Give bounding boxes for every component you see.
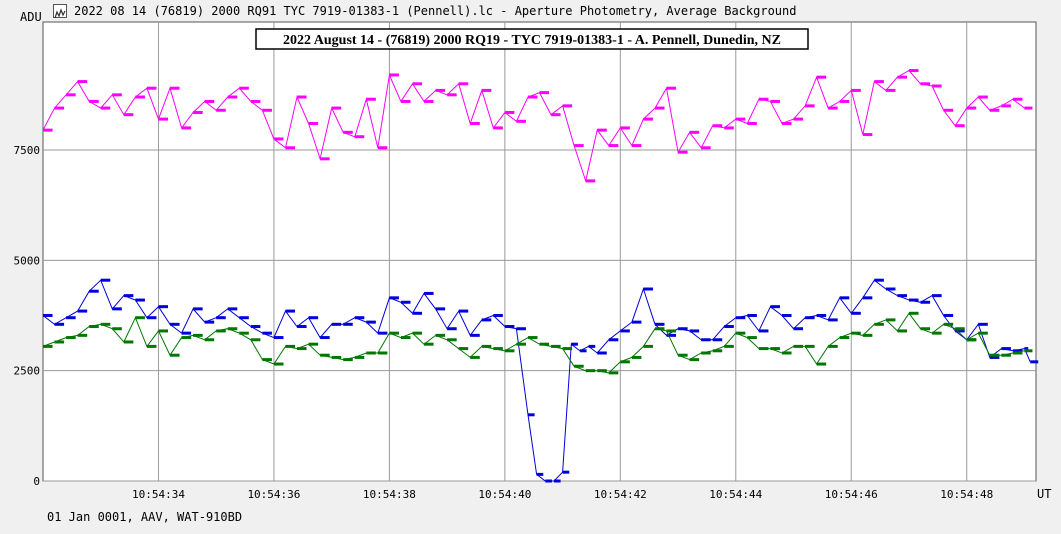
series-layer	[42, 69, 1039, 483]
y-axis-label: ADU	[20, 10, 42, 24]
footer-info: 01 Jan 0001, AAV, WAT-910BD	[47, 510, 243, 524]
x-tick-label: 10:54:44	[709, 488, 762, 501]
x-tick-label: 10:54:46	[825, 488, 878, 501]
y-tick-label: 2500	[14, 365, 41, 378]
y-tick-label: 7500	[14, 144, 41, 157]
y-tick-label: 0	[33, 475, 40, 488]
window-title: 2022 08 14 (76819) 2000 RQ91 TYC 7919-01…	[74, 4, 797, 18]
x-tick-label: 10:54:40	[478, 488, 531, 501]
x-axis-label: UT	[1037, 487, 1051, 501]
grid-lines	[43, 22, 1036, 482]
lightcurve-icon	[54, 8, 66, 19]
y-tick-label: 5000	[14, 254, 41, 267]
x-tick-label: 10:54:36	[247, 488, 300, 501]
chart-title: 2022 August 14 - (76819) 2000 RQ19 - TYC…	[283, 33, 781, 48]
x-tick-label: 10:54:48	[940, 488, 993, 501]
axis-labels: ADU UT 0 2500 5000 7500 10:54:34 10:54:36 10:5…	[14, 10, 1052, 501]
x-tick-label: 10:54:34	[132, 488, 185, 501]
app-icon[interactable]	[53, 4, 67, 19]
title-bar: 2022 08 14 (76819) 2000 RQ91 TYC 7919-01…	[0, 0, 1061, 24]
x-tick-label: 10:54:38	[363, 488, 416, 501]
x-tick-label: 10:54:42	[594, 488, 647, 501]
chart-title-box: 2022 August 14 - (76819) 2000 RQ19 - TYC…	[255, 28, 809, 50]
